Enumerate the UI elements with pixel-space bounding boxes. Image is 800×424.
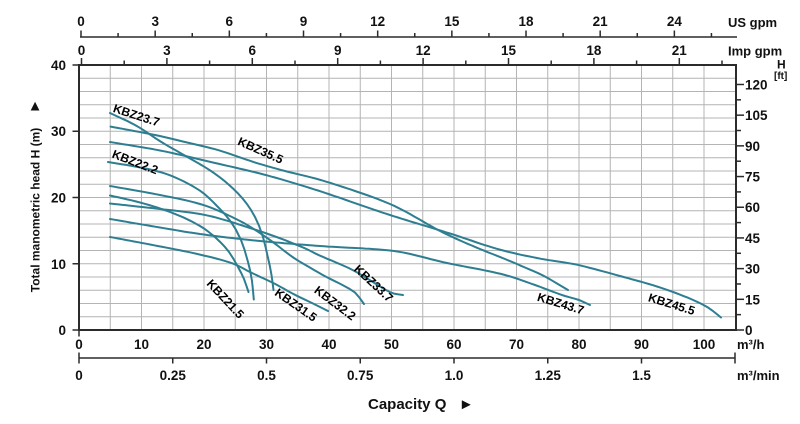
svg-text:24: 24	[667, 14, 683, 29]
svg-text:H: H	[777, 58, 786, 72]
svg-text:US gpm: US gpm	[728, 15, 777, 30]
svg-text:30: 30	[51, 124, 66, 139]
svg-text:Capacity Q ►: Capacity Q ►	[368, 396, 474, 413]
svg-text:90: 90	[634, 337, 649, 352]
svg-text:Total manometric head H (m): Total manometric head H (m)	[28, 128, 42, 292]
svg-text:12: 12	[416, 43, 431, 58]
svg-text:10: 10	[134, 337, 149, 352]
svg-text:0: 0	[75, 337, 83, 352]
svg-text:50: 50	[384, 337, 399, 352]
svg-text:9: 9	[300, 14, 308, 29]
svg-text:1.5: 1.5	[632, 368, 651, 383]
svg-text:60: 60	[446, 337, 461, 352]
svg-text:12: 12	[370, 14, 385, 29]
svg-text:[ft]: [ft]	[774, 71, 787, 82]
svg-text:1.0: 1.0	[445, 368, 464, 383]
svg-text:80: 80	[571, 337, 586, 352]
svg-text:20: 20	[51, 191, 66, 206]
svg-text:15: 15	[444, 14, 460, 29]
svg-text:0.25: 0.25	[160, 368, 187, 383]
svg-text:10: 10	[51, 257, 66, 272]
svg-text:30: 30	[745, 262, 760, 277]
svg-text:1.25: 1.25	[535, 368, 562, 383]
svg-text:0: 0	[745, 323, 753, 338]
svg-text:▲: ▲	[28, 98, 43, 115]
svg-text:40: 40	[51, 58, 66, 73]
svg-text:18: 18	[586, 43, 602, 58]
svg-text:15: 15	[745, 292, 761, 307]
svg-text:0.75: 0.75	[347, 368, 374, 383]
svg-text:20: 20	[196, 337, 211, 352]
svg-text:21: 21	[672, 43, 688, 58]
svg-text:105: 105	[745, 108, 768, 123]
svg-text:0: 0	[77, 14, 85, 29]
svg-text:90: 90	[745, 139, 760, 154]
svg-text:100: 100	[693, 337, 716, 352]
svg-text:0: 0	[78, 43, 86, 58]
svg-text:45: 45	[745, 231, 761, 246]
svg-text:0.5: 0.5	[257, 368, 276, 383]
svg-text:9: 9	[334, 43, 342, 58]
svg-text:75: 75	[745, 170, 761, 185]
svg-text:m³/min: m³/min	[737, 368, 780, 383]
svg-text:15: 15	[501, 43, 517, 58]
svg-text:6: 6	[226, 14, 234, 29]
svg-text:60: 60	[745, 200, 760, 215]
svg-text:3: 3	[151, 14, 159, 29]
svg-text:18: 18	[518, 14, 534, 29]
svg-text:0: 0	[75, 368, 83, 383]
svg-text:3: 3	[163, 43, 171, 58]
svg-text:120: 120	[745, 78, 768, 93]
svg-text:70: 70	[509, 337, 524, 352]
svg-text:6: 6	[249, 43, 257, 58]
svg-text:21: 21	[593, 14, 609, 29]
svg-text:30: 30	[259, 337, 274, 352]
svg-text:40: 40	[321, 337, 336, 352]
svg-text:0: 0	[58, 323, 66, 338]
svg-text:m³/h: m³/h	[737, 337, 765, 352]
svg-text:Imp gpm: Imp gpm	[728, 44, 782, 59]
